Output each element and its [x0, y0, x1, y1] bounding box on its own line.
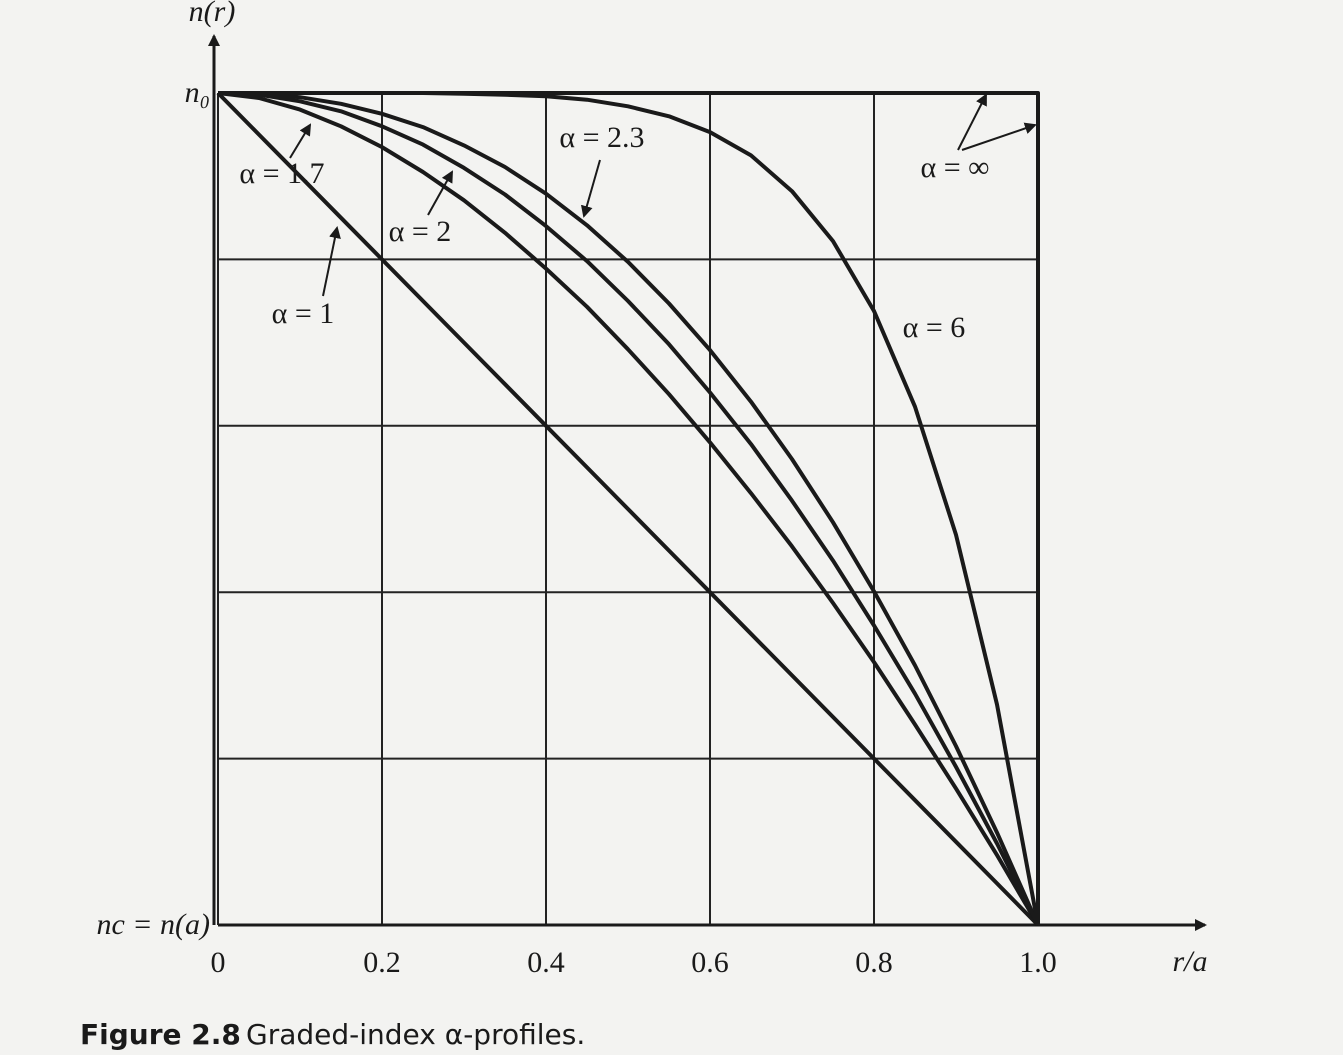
- series-line: [217, 91, 1040, 927]
- figure-label: Figure 2.8: [80, 1018, 241, 1051]
- label-arrow: [957, 93, 987, 151]
- label-arrow: [289, 123, 312, 159]
- series-line: [216, 91, 1040, 927]
- series-label: α = 1.7: [239, 157, 324, 190]
- x-tick-label: 0.4: [527, 946, 565, 979]
- series-line: [217, 91, 1040, 926]
- x-axis-label: r/a: [1172, 945, 1207, 978]
- x-tick-label: 0.8: [855, 946, 893, 979]
- series-line: [218, 91, 1040, 925]
- x-tick-label: 0.2: [363, 946, 401, 979]
- label-arrow: [427, 170, 453, 216]
- series-label: α = 6: [903, 311, 966, 344]
- label-arrow: [580, 159, 601, 218]
- label-arrow: [961, 122, 1037, 151]
- y-axis-label: n(r): [189, 0, 236, 28]
- series-line: [217, 91, 1040, 926]
- series-label: α = 2: [389, 215, 452, 248]
- label-arrow: [322, 226, 341, 297]
- x-tick-label: 1.0: [1019, 946, 1057, 979]
- x-tick-label: 0.6: [691, 946, 729, 979]
- series-label: α = 2.3: [559, 121, 644, 154]
- y-tick-label: nc = n(a): [96, 908, 210, 941]
- caption: Graded-index α-profiles.: [246, 1018, 585, 1051]
- series-label: α = ∞: [920, 151, 989, 184]
- x-tick-label: 0: [211, 946, 226, 979]
- series-label: α = 1: [272, 297, 335, 330]
- y-tick-label: n₀: [185, 76, 210, 109]
